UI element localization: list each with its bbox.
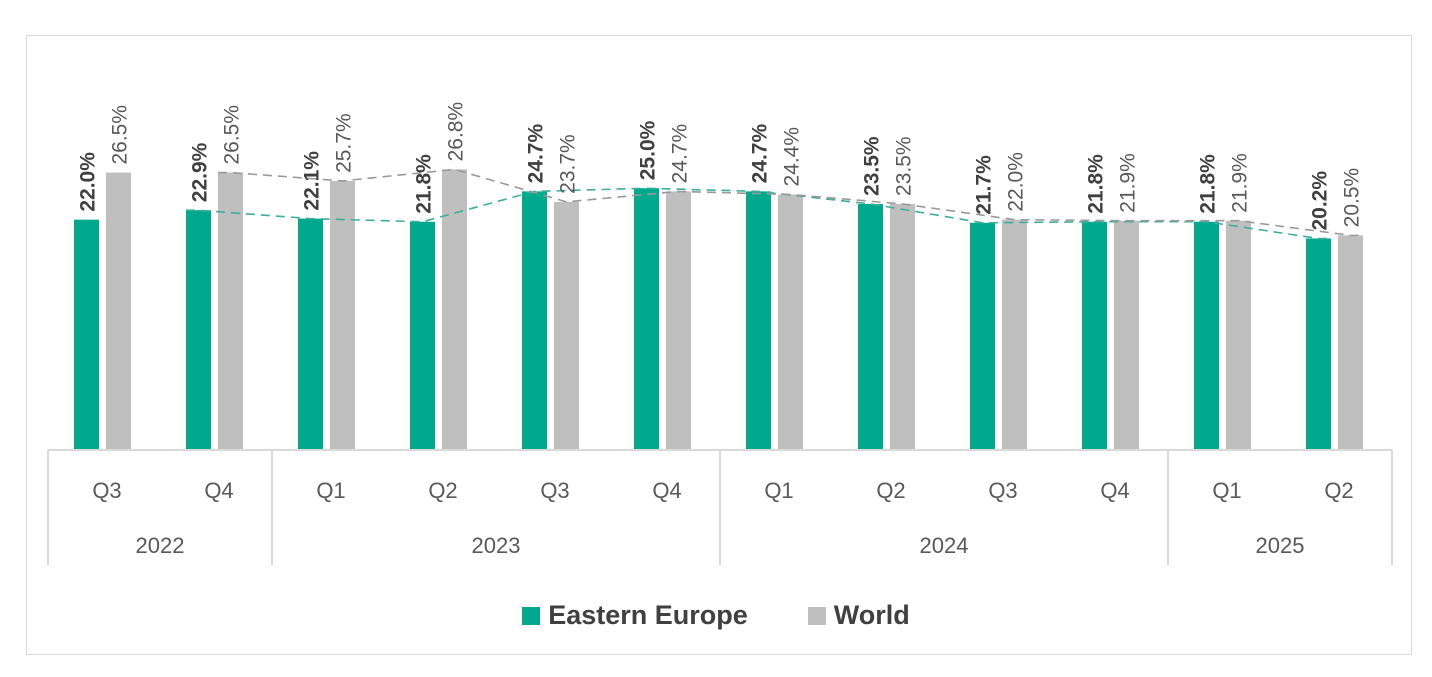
data-label: 22.1% <box>301 151 324 211</box>
data-label: 26.5% <box>221 105 244 165</box>
bar-world <box>1226 220 1251 450</box>
legend-label: Eastern Europe <box>548 600 748 630</box>
data-label: 24.7% <box>669 124 692 184</box>
data-label: 24.7% <box>525 124 548 184</box>
bar-eastern-europe <box>746 191 771 451</box>
bar-world <box>106 172 131 451</box>
data-label: 22.9% <box>189 142 212 202</box>
bar-world <box>218 172 243 451</box>
data-label: 21.9% <box>1117 153 1140 213</box>
x-group-label: 2023 <box>472 533 521 558</box>
data-label: 21.8% <box>413 154 436 214</box>
bar-world <box>1338 235 1363 450</box>
legend-label: World <box>833 600 910 630</box>
data-label: 20.5% <box>1341 168 1364 228</box>
legend-swatch-world <box>807 606 826 625</box>
bar-eastern-europe <box>298 218 323 450</box>
x-group-label: 2024 <box>920 533 969 558</box>
data-label: 21.8% <box>1085 154 1108 214</box>
data-label: 23.5% <box>861 136 884 196</box>
data-label: 26.8% <box>445 102 468 162</box>
bar-eastern-europe <box>1082 221 1107 450</box>
x-tick-label: Q4 <box>652 478 681 503</box>
chart-frame <box>26 35 1412 655</box>
bar-world <box>666 191 691 451</box>
x-tick-label: Q3 <box>92 478 121 503</box>
data-label: 20.2% <box>1309 171 1332 231</box>
legend-swatch-eastern-europe <box>522 606 541 625</box>
x-tick-label: Q4 <box>204 478 233 503</box>
data-label: 21.8% <box>1197 154 1220 214</box>
data-label: 21.9% <box>1229 153 1252 213</box>
bar-eastern-europe <box>970 222 995 450</box>
bar-world <box>778 194 803 450</box>
bar-eastern-europe <box>1194 221 1219 450</box>
data-label: 25.7% <box>333 113 356 173</box>
bar-world <box>1114 220 1139 450</box>
data-label: 25.0% <box>637 120 660 180</box>
data-label: 24.4% <box>781 127 804 187</box>
x-tick-label: Q1 <box>316 478 345 503</box>
x-tick-label: Q3 <box>988 478 1017 503</box>
data-label: 22.0% <box>77 152 100 212</box>
x-tick-label: Q1 <box>1212 478 1241 503</box>
bar-eastern-europe <box>410 221 435 450</box>
bar-world <box>890 203 915 450</box>
x-tick-label: Q2 <box>1324 478 1353 503</box>
data-label: 26.5% <box>109 105 132 165</box>
x-tick-label: Q2 <box>876 478 905 503</box>
x-tick-label: Q1 <box>764 478 793 503</box>
legend-item-eastern-europe[interactable]: Eastern Europe <box>522 600 748 631</box>
data-label: 24.7% <box>749 124 772 184</box>
legend: Eastern Europe World <box>0 600 1432 631</box>
bar-eastern-europe <box>858 203 883 450</box>
bar-eastern-europe <box>522 191 547 451</box>
bar-world <box>1002 219 1027 450</box>
bar-world <box>554 201 579 450</box>
bar-world <box>442 169 467 451</box>
x-group-label: 2025 <box>1256 533 1305 558</box>
legend-item-world[interactable]: World <box>807 600 910 631</box>
data-label: 22.0% <box>1005 152 1028 212</box>
series-line-world <box>218 168 1363 237</box>
x-tick-label: Q4 <box>1100 478 1129 503</box>
bar-world <box>330 180 355 450</box>
data-label: 23.7% <box>557 134 580 194</box>
series-line-eastern-europe <box>186 187 1331 240</box>
x-group-label: 2022 <box>136 533 185 558</box>
bar-eastern-europe <box>186 210 211 450</box>
data-label: 23.5% <box>893 136 916 196</box>
bar-eastern-europe <box>634 188 659 450</box>
bar-eastern-europe <box>1306 238 1331 450</box>
bar-eastern-europe <box>74 219 99 450</box>
x-tick-label: Q3 <box>540 478 569 503</box>
data-label: 21.7% <box>973 155 996 215</box>
x-tick-label: Q2 <box>428 478 457 503</box>
